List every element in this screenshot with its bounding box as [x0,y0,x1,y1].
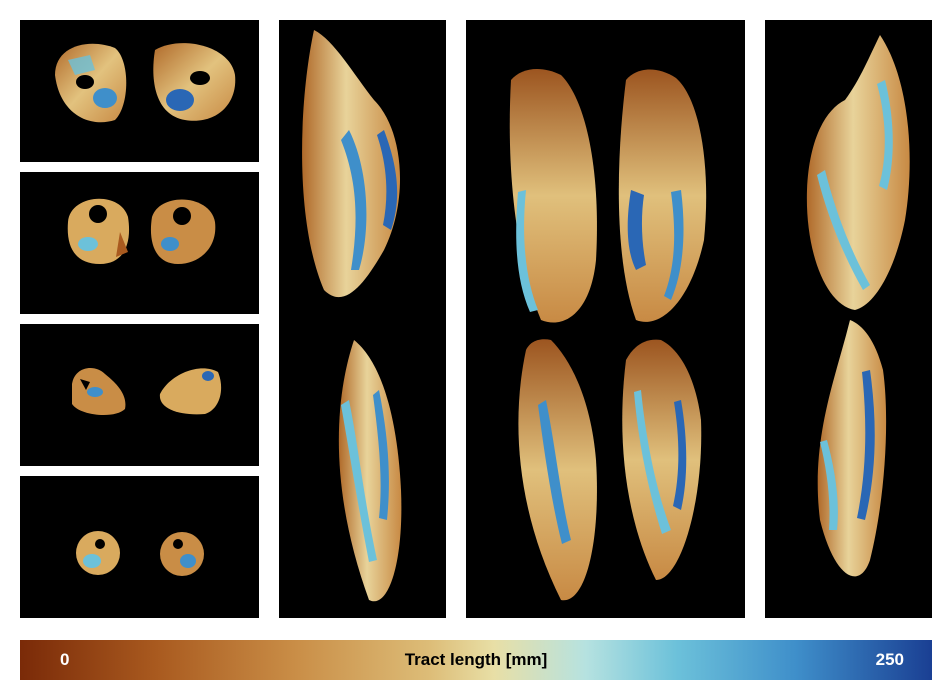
coronal-view [466,20,745,618]
axial-slice-3 [20,324,259,466]
tract-length-colorbar: 0 Tract length [mm] 250 [20,640,932,680]
axial-slice-4 [20,476,259,618]
sagittal-left-view [279,20,446,618]
colorbar-max-label: 250 [876,650,904,670]
axial-slice-2 [20,172,259,314]
sagittal-right-view [765,20,932,618]
axial-slice-1 [20,20,259,162]
colorbar-title: Tract length [mm] [405,650,548,670]
colorbar-min-label: 0 [60,650,69,670]
